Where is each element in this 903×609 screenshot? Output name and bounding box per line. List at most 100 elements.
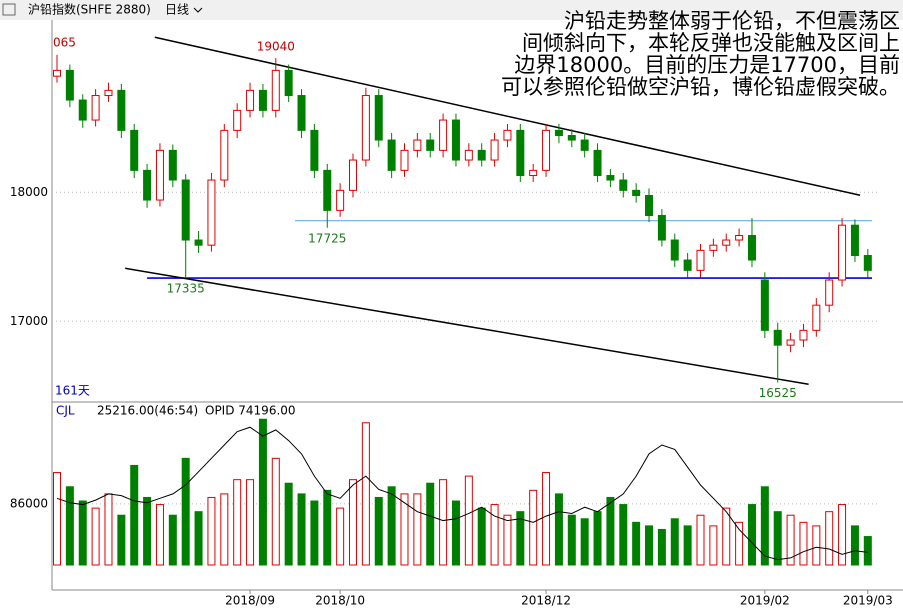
candle-body <box>181 179 190 241</box>
volume-bar <box>606 496 615 566</box>
candle-body <box>863 255 872 271</box>
candle-body <box>207 179 216 246</box>
volume-bar <box>323 489 332 566</box>
candle-body <box>91 95 100 121</box>
candle-body <box>529 169 538 177</box>
volume-bar <box>53 472 61 566</box>
candle-body <box>645 195 654 217</box>
candle-body <box>258 89 267 111</box>
candle-body <box>143 169 152 201</box>
volume-bar <box>439 479 448 566</box>
trend-line <box>154 36 861 196</box>
y-tick-label: 86000 <box>10 496 48 510</box>
price-label: 19040 <box>257 40 295 54</box>
candle-body <box>760 279 769 331</box>
candle-body <box>349 159 358 191</box>
volume-bar <box>400 493 409 566</box>
x-tick-label: 2018/12 <box>521 594 571 608</box>
volume-bar <box>567 514 576 566</box>
volume-bar <box>130 464 139 566</box>
candle-body <box>65 69 74 101</box>
candle-body <box>374 95 383 141</box>
volume-bar <box>233 479 242 566</box>
volume-bar <box>220 493 229 566</box>
indicator-value: 25216.00(46:54) <box>97 404 198 418</box>
symbol[interactable]: 沪铅指数(SHFE 2880) <box>28 2 151 17</box>
candle-body <box>246 89 255 111</box>
volume-bar <box>246 479 255 566</box>
annotation: 边界18000。目前的压力是17700，目前 <box>514 53 900 77</box>
volume-bar <box>207 496 216 566</box>
candle-body <box>400 149 409 171</box>
candle-body <box>567 135 576 141</box>
volume-bar <box>426 482 435 566</box>
volume-bar <box>516 511 525 566</box>
volume-bar <box>683 525 692 566</box>
candle-body <box>155 149 164 201</box>
volume-bar <box>735 521 744 566</box>
volume-bar <box>786 514 795 566</box>
volume-bar <box>850 525 859 566</box>
indicator-line-label: OPID 74196.00 <box>205 404 296 418</box>
volume-bar <box>632 521 641 566</box>
volume-bar <box>477 507 486 566</box>
dropdown-arrow[interactable] <box>193 7 203 13</box>
candle-body <box>747 235 756 261</box>
x-tick-label: 2019/03 <box>843 594 893 608</box>
volume-bar <box>387 486 396 566</box>
days-label: 161天 <box>55 384 90 398</box>
candle-body <box>657 215 666 241</box>
corner-label: 065 <box>53 36 76 50</box>
volume-bar <box>863 536 872 566</box>
price-label: 17335 <box>167 282 205 296</box>
candle-body <box>619 179 628 191</box>
volume-bar <box>490 504 499 566</box>
x-tick-label: 2018/10 <box>315 594 365 608</box>
volume-bar <box>812 525 821 566</box>
volume-bar <box>580 518 589 566</box>
annotation: 沪铅走势整体弱于伦铅，不但震荡区 <box>564 9 900 33</box>
volume-bar <box>451 500 460 566</box>
annotation: 间倾斜向下，本轮反弹也没能触及区间上 <box>522 31 900 55</box>
x-tick-label: 2019/02 <box>740 594 790 608</box>
volume-bar <box>91 507 100 566</box>
volume-bar <box>181 457 190 566</box>
opid-line <box>56 426 868 561</box>
volume-bar <box>503 514 512 566</box>
volume-bar <box>799 521 808 566</box>
x-tick-label: 2018/09 <box>225 594 275 608</box>
candle-body <box>632 189 641 197</box>
candle-body <box>194 239 203 246</box>
volume-bar <box>760 486 769 566</box>
candle-body <box>168 149 177 181</box>
volume-bar <box>297 493 306 566</box>
header-bar <box>0 0 903 20</box>
candle-body <box>426 139 435 151</box>
candle-body <box>323 169 332 211</box>
period[interactable]: 日线 <box>165 3 189 17</box>
candle-body <box>130 129 139 171</box>
y-tick-label: 17000 <box>10 314 48 328</box>
volume-bar <box>554 493 563 566</box>
annotation: 可以参照伦铅做空沪铅，博伦铅虚假突破。 <box>501 75 900 99</box>
volume-bar <box>542 472 551 566</box>
volume-bar <box>619 504 628 566</box>
volume-bar <box>670 518 679 566</box>
volume-bar <box>104 493 113 566</box>
candle-body <box>670 239 679 261</box>
volume-bar <box>747 504 756 566</box>
menu-icon[interactable] <box>2 3 16 16</box>
price-label: 16525 <box>759 386 797 400</box>
trend-line <box>125 267 809 386</box>
candle-body <box>117 89 126 131</box>
volume-bar <box>310 500 319 566</box>
candle-body <box>696 249 705 271</box>
volume-bar <box>709 525 718 566</box>
volume-bar <box>825 511 834 566</box>
volume-bar <box>374 496 383 566</box>
volume-bar <box>413 493 422 566</box>
volume-bar <box>65 486 74 566</box>
volume-bar <box>168 514 177 566</box>
volume-bar <box>593 511 602 566</box>
